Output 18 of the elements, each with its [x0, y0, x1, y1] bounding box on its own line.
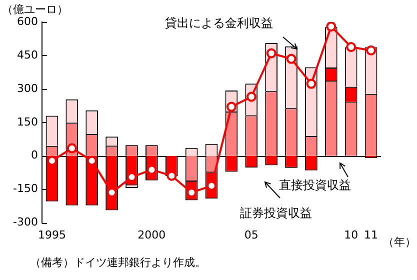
y-tick-label: 300 [17, 82, 38, 95]
y-tick-label: 0 [31, 148, 38, 162]
text: （備考）ドイツ連邦銀行より作成。 [30, 256, 206, 269]
series-label: 貸出による金利収益 [165, 16, 273, 30]
series-label: 直接投資収益 [279, 178, 351, 192]
y-tick-label: 450 [17, 48, 38, 62]
x-axis-title: （年） [383, 236, 416, 249]
text: 証券投資収益 [240, 206, 312, 220]
y-tick-label: -300 [13, 216, 38, 229]
x-tick-label: 2000 [138, 228, 166, 242]
y-tick-label: 150 [17, 115, 38, 128]
x-tick-label: 1995 [38, 228, 66, 242]
x-tick-label: 11 [364, 228, 378, 242]
x-tick-label: 10 [344, 228, 358, 242]
y-axis-title: （億ユーロ） [2, 2, 68, 16]
y-tick-label: 600 [17, 14, 38, 28]
x-tick-label: 05 [244, 228, 258, 242]
y-tick-label: -150 [13, 182, 38, 196]
